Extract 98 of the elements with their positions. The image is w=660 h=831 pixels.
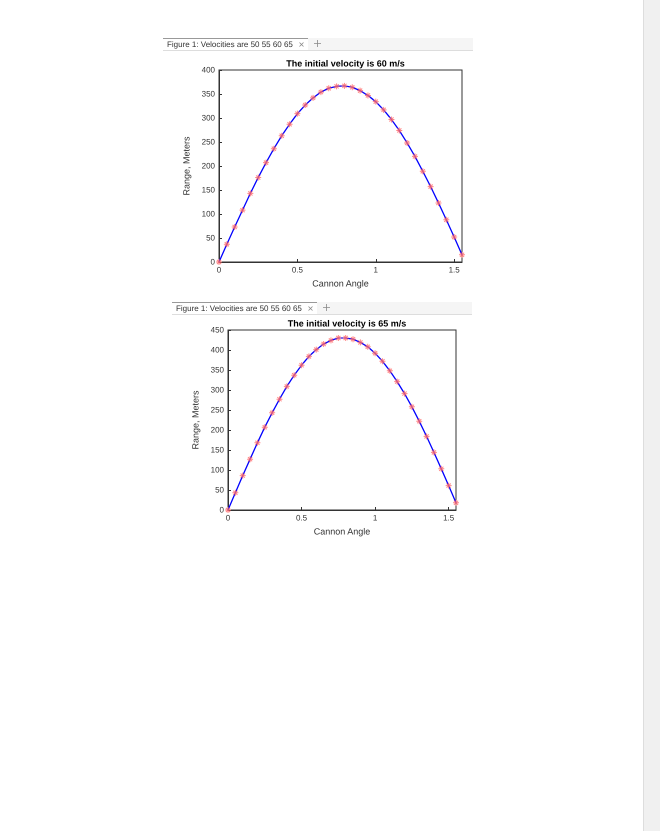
y-tick-label: 350 (202, 90, 216, 98)
point (312, 346, 320, 354)
point (231, 223, 238, 230)
y-tick-label: 300 (202, 114, 216, 122)
point (223, 240, 230, 248)
point (302, 102, 309, 109)
point (350, 336, 357, 343)
caption: Figure 1: Velocities are 50 55 60 65 (176, 304, 302, 313)
point (442, 216, 450, 224)
y-tick-label: 100 (202, 210, 216, 218)
point (401, 390, 408, 398)
x-tick-label: 1 (374, 266, 379, 274)
point (232, 489, 239, 496)
point (342, 334, 350, 342)
point (419, 168, 426, 175)
point (320, 340, 328, 348)
point (261, 424, 268, 431)
point (239, 472, 246, 480)
point (404, 139, 411, 146)
point (317, 88, 324, 96)
point (438, 465, 445, 472)
point (246, 190, 254, 197)
caption: Figure 1: Velocities are 50 55 60 65 (167, 40, 293, 49)
y-tick-label: 50 (206, 234, 216, 242)
point (283, 382, 290, 390)
x-tick-label: 1.5 (448, 266, 460, 274)
point (224, 506, 232, 514)
y-tick-label: 250 (202, 138, 216, 146)
chart-title: The initial velocity is 65 m/s (288, 318, 406, 328)
point (290, 372, 298, 379)
point (372, 98, 380, 106)
y-tick-label: 400 (210, 346, 225, 354)
point (452, 499, 460, 506)
point (334, 334, 342, 342)
point (268, 409, 276, 416)
x-tick-label: 0.5 (292, 266, 304, 274)
point (333, 82, 340, 90)
point (434, 199, 442, 206)
point (386, 367, 394, 374)
point (348, 84, 356, 91)
point (430, 448, 438, 456)
point (427, 183, 434, 190)
point (450, 234, 458, 241)
point (254, 439, 261, 446)
point (445, 482, 452, 490)
point (286, 120, 294, 128)
point (423, 432, 430, 440)
x-tick-label: 0.5 (296, 514, 308, 522)
point (270, 145, 278, 152)
point (372, 350, 379, 357)
point (239, 206, 246, 214)
point (254, 174, 262, 182)
point (327, 336, 334, 344)
y-tick-label: 150 (202, 186, 216, 194)
chart-title: The initial velocity is 60 m/s (286, 58, 405, 68)
x-tick-label: 1 (372, 514, 378, 522)
point (246, 456, 254, 463)
point (325, 84, 332, 92)
y-tick-label: 150 (210, 446, 225, 454)
y-tick-label: 100 (210, 466, 225, 474)
y-tick-label: 0 (210, 258, 216, 266)
point (380, 106, 388, 114)
y-axis-title: Range, Meters (190, 390, 200, 450)
y-tick-label: 250 (210, 406, 225, 414)
point (388, 116, 395, 123)
point (278, 132, 286, 140)
x-tick-label: 0 (226, 514, 231, 522)
point (216, 258, 222, 266)
y-tick-label: 0 (220, 506, 225, 514)
point (416, 418, 423, 425)
y-tick-label: 200 (210, 426, 225, 434)
y-tick-label: 350 (210, 366, 225, 374)
point (356, 87, 364, 94)
point (310, 94, 317, 102)
y-tick-label: 50 (215, 486, 225, 494)
y-tick-label: 300 (210, 386, 225, 394)
point (396, 126, 403, 134)
y-tick-label: 400 (202, 66, 216, 74)
x-axis-title: Cannon Angle (312, 278, 369, 288)
point (364, 343, 372, 350)
point (305, 352, 312, 360)
point (276, 396, 283, 403)
point (411, 152, 418, 160)
y-tick-label: 450 (210, 326, 225, 334)
point (340, 82, 348, 90)
y-axis-title: Range, Meters (181, 136, 192, 196)
point (378, 358, 386, 365)
y-tick-label: 200 (202, 162, 216, 170)
x-axis-title: Cannon Angle (314, 526, 370, 536)
point (394, 378, 401, 386)
x-tick-label: 1.5 (443, 514, 455, 522)
point (364, 92, 372, 99)
point (458, 251, 466, 258)
point (356, 338, 364, 346)
point (294, 110, 301, 118)
point (298, 362, 306, 369)
point (408, 403, 416, 410)
point (262, 159, 270, 166)
